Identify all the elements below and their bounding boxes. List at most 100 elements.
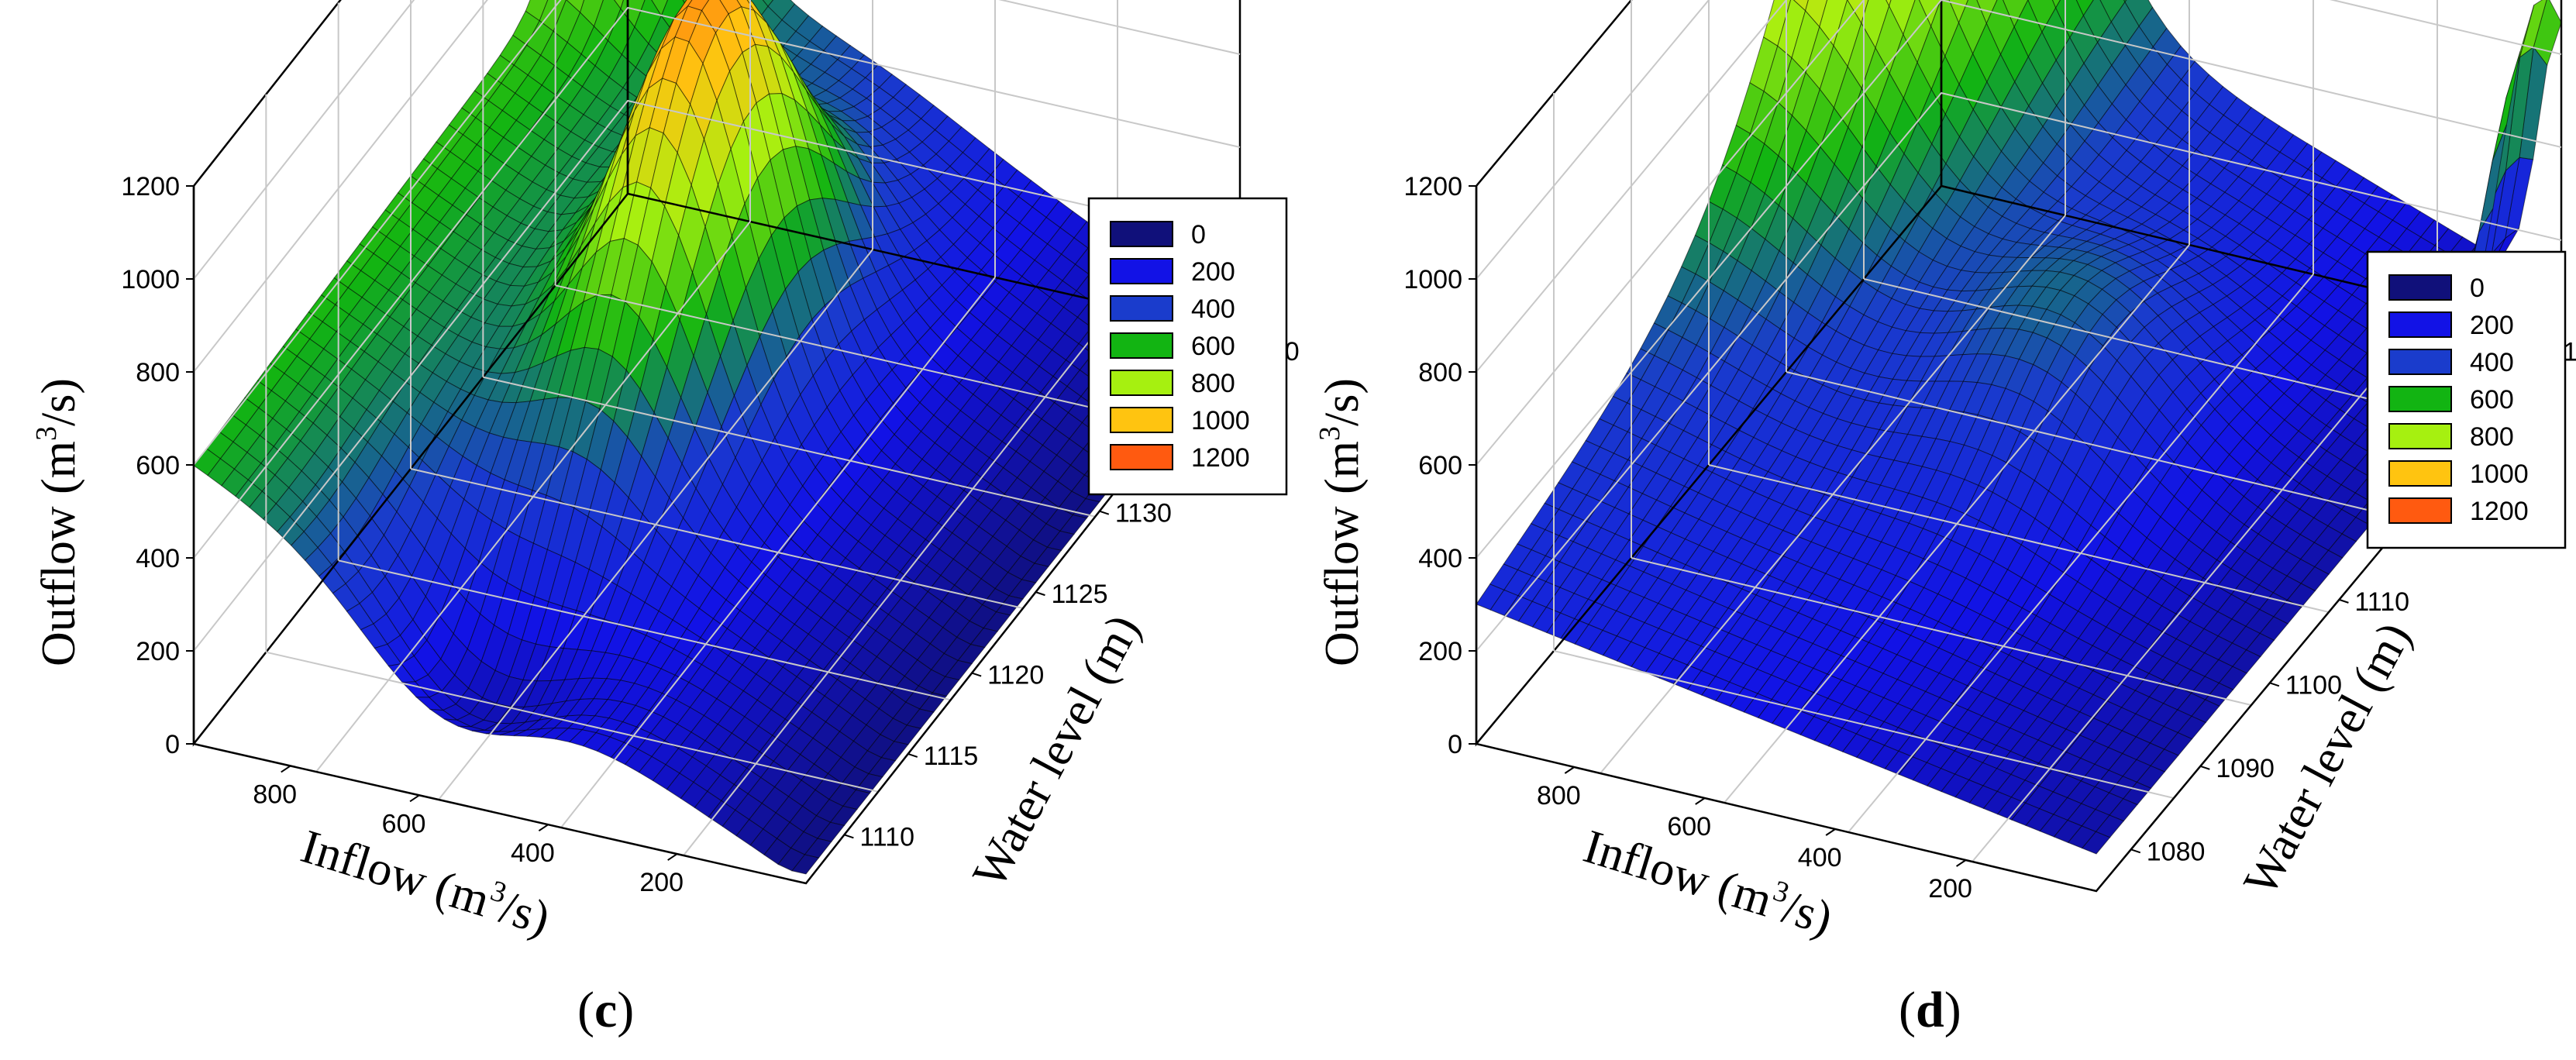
c-grid-line xyxy=(266,651,879,793)
d-legend-label-200: 200 xyxy=(2470,311,2514,340)
c-back-wall xyxy=(626,0,1242,335)
c-y-tick-mark xyxy=(907,752,918,758)
d-surface-cell xyxy=(2051,0,2061,9)
d-y-tick-label: 1110 xyxy=(2354,587,2409,617)
c-grid-line xyxy=(555,284,1168,426)
c-y-tick-mark xyxy=(1035,591,1045,597)
c-grid-line xyxy=(683,305,1118,856)
d-grid-line xyxy=(1600,215,2066,774)
d-y-tick-mark xyxy=(2339,598,2349,604)
c-legend-label-200: 200 xyxy=(1191,257,1235,287)
d-grid-line xyxy=(1786,371,2407,520)
d-y-tick-mark xyxy=(2200,765,2210,770)
d-y-tick-label: 1140 xyxy=(2563,337,2576,367)
panel-c-axes: 0 200 400 600 800 1000 1200 800 600 400 200 1110 111… xyxy=(121,0,1300,897)
c-y-tick-label: 1125 xyxy=(1051,580,1107,609)
d-grid-line xyxy=(1848,274,2314,833)
chart-panel-d: 0 200 400 600 800 1000 1200 800 600 400 200 1080 109… xyxy=(1314,0,2576,1038)
chart-panel-c: 0 200 400 600 800 1000 1200 800 600 400 200 1110 111… xyxy=(30,0,1300,1038)
c-legend-swatch-800 xyxy=(1110,370,1173,396)
d-surface-cell xyxy=(1886,0,1892,8)
c-legend-label-800: 800 xyxy=(1191,369,1235,398)
c-x-tick-label: 400 xyxy=(511,838,555,868)
d-legend-label-400: 400 xyxy=(2470,348,2514,377)
c-y-tick-label: 1115 xyxy=(924,742,979,771)
c-z-tick-label: 1000 xyxy=(121,265,180,294)
panel-d-label: (d) xyxy=(1899,982,1961,1038)
c-y-tick-mark xyxy=(844,834,854,839)
d-x-tick-label: 400 xyxy=(1798,843,1842,872)
c-y-tick-label: 1110 xyxy=(859,822,914,852)
c-x-tick-mark xyxy=(538,824,549,832)
d-z-tick-label: 800 xyxy=(1418,358,1462,387)
d-y-tick-label: 1080 xyxy=(2147,837,2206,866)
panel-d-z-axis-title: Outflow (m3/s) xyxy=(1314,378,1369,666)
c-grid-line xyxy=(560,277,996,828)
d-legend-swatch-200 xyxy=(2388,311,2452,338)
c-legend-label-0: 0 xyxy=(1191,220,1206,250)
d-legend-swatch-600 xyxy=(2388,386,2452,412)
d-x-tick-label: 200 xyxy=(1928,874,1972,903)
panel-d-legend: 0 200 400 600 800 1000 1200 xyxy=(2366,250,2567,549)
c-x-tick-label: 200 xyxy=(639,868,684,897)
c-x-tick-label: 800 xyxy=(253,780,297,809)
d-y-tick-label: 1090 xyxy=(2216,754,2275,783)
d-y-tick-mark xyxy=(2269,682,2280,687)
d-x-tick-label: 800 xyxy=(1537,781,1581,810)
d-x-tick-mark xyxy=(1564,766,1575,774)
d-x-tick-mark xyxy=(1825,828,1836,836)
d-x-tick-label: 600 xyxy=(1667,812,1711,841)
c-x-tick-label: 600 xyxy=(382,809,426,838)
c-z-tick-label: 600 xyxy=(136,451,180,480)
c-z-tick-label: 1200 xyxy=(121,172,180,201)
c-surface-cell xyxy=(791,854,820,875)
c-grid-line xyxy=(410,468,1024,609)
c-x-tick-mark xyxy=(667,853,678,861)
panel-c-label: (c) xyxy=(577,982,634,1038)
d-z-tick-label: 1200 xyxy=(1403,172,1462,201)
c-z-tick-label: 800 xyxy=(136,358,180,387)
c-y-tick-mark xyxy=(971,672,982,677)
c-legend-swatch-600 xyxy=(1110,332,1173,359)
c-legend-label-600: 600 xyxy=(1191,332,1235,361)
d-x-tick-mark xyxy=(1956,859,1967,867)
d-legend-swatch-800 xyxy=(2388,423,2452,449)
c-x-tick-mark xyxy=(409,794,420,803)
c-legend-swatch-400 xyxy=(1110,295,1173,322)
d-z-tick-label: 200 xyxy=(1418,637,1462,666)
d-legend-label-0: 0 xyxy=(2470,274,2485,303)
d-legend-label-1200: 1200 xyxy=(2470,497,2529,526)
d-z-tick-label: 400 xyxy=(1418,544,1462,573)
d-surface-cell xyxy=(2081,831,2111,855)
d-grid-line xyxy=(1631,557,2252,706)
c-legend-swatch-200 xyxy=(1110,258,1173,284)
d-legend-swatch-400 xyxy=(2388,349,2452,375)
panel-c-legend: 0 200 400 600 800 1000 1200 xyxy=(1087,197,1288,496)
c-grid-line xyxy=(338,559,951,701)
c-legend-label-1000: 1000 xyxy=(1191,406,1250,435)
d-legend-swatch-1200 xyxy=(2388,497,2452,524)
d-back-wall xyxy=(1940,0,2563,335)
panel-c-z-axis-title: Outflow (m3/s) xyxy=(30,378,85,666)
c-grid-line xyxy=(315,221,751,773)
d-legend-label-1000: 1000 xyxy=(2470,459,2529,489)
d-grid-line xyxy=(1724,244,2190,804)
c-y-tick-label: 1130 xyxy=(1115,499,1172,528)
c-legend-swatch-1200 xyxy=(1110,444,1173,470)
d-grid-line xyxy=(1553,650,2175,799)
d-grid-line xyxy=(1972,303,2438,862)
c-legend-swatch-0 xyxy=(1110,221,1173,247)
panel-c-surface xyxy=(193,0,1241,875)
c-z-tick-label: 0 xyxy=(165,730,180,759)
d-legend-swatch-1000 xyxy=(2388,460,2452,487)
c-z-tick-label: 400 xyxy=(136,544,180,573)
c-legend-label-400: 400 xyxy=(1191,294,1235,324)
d-z-tick-label: 1000 xyxy=(1403,265,1462,294)
c-x-tick-mark xyxy=(281,765,291,773)
c-z-tick-label: 200 xyxy=(136,637,180,666)
c-legend-label-1200: 1200 xyxy=(1191,443,1250,473)
c-y-tick-mark xyxy=(1099,510,1110,515)
d-z-tick-label: 0 xyxy=(1448,730,1462,759)
d-y-tick-label: 1100 xyxy=(2285,670,2342,700)
